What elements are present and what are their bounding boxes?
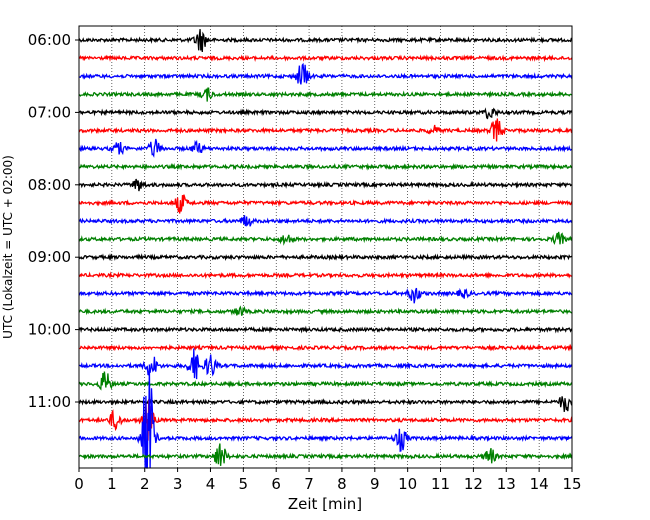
x-tick-label: 4 xyxy=(206,475,216,493)
seismic-trace xyxy=(78,62,573,85)
seismic-trace xyxy=(78,231,573,246)
seismic-trace xyxy=(78,399,573,441)
seismic-trace xyxy=(78,343,573,352)
x-tick-label: 6 xyxy=(271,475,281,493)
x-axis-label: Zeit [min] xyxy=(288,495,362,513)
seismic-trace xyxy=(78,443,573,466)
seismic-trace xyxy=(78,253,573,262)
seismic-trace xyxy=(78,162,573,171)
trace-lines xyxy=(78,29,573,469)
x-tick-label: 5 xyxy=(239,475,249,493)
seismic-trace xyxy=(78,215,573,227)
seismic-trace xyxy=(78,348,573,380)
seismic-trace xyxy=(78,87,573,102)
seismic-trace xyxy=(78,325,573,334)
seismic-trace xyxy=(78,107,573,120)
x-tick-label: 7 xyxy=(304,475,314,493)
seismic-trace xyxy=(79,305,573,316)
y-tick-label: 10:00 xyxy=(28,321,71,339)
x-tick-label: 8 xyxy=(337,475,347,493)
seismic-trace xyxy=(78,138,573,158)
y-axis-label: UTC (Lokalzeit = UTC + 02:00) xyxy=(1,155,15,339)
x-tick-label: 3 xyxy=(173,475,183,493)
x-tick-label: 13 xyxy=(497,475,516,493)
seismic-trace xyxy=(78,396,573,412)
seismic-trace xyxy=(78,364,573,469)
plot-frame xyxy=(78,25,573,469)
seismic-trace xyxy=(78,54,573,63)
x-tick-label: 1 xyxy=(107,475,117,493)
y-tick-label: 09:00 xyxy=(28,248,71,266)
seismic-trace xyxy=(78,118,573,142)
seismic-trace xyxy=(78,371,573,391)
y-tick-label: 07:00 xyxy=(28,103,71,121)
x-tick-label: 10 xyxy=(398,475,417,493)
seismic-trace xyxy=(78,194,573,214)
x-tick-label: 14 xyxy=(530,475,549,493)
x-tick-label: 2 xyxy=(140,475,150,493)
y-tick-label: 06:00 xyxy=(28,31,71,49)
x-tick-label: 9 xyxy=(370,475,380,493)
x-axis-ticks: 0 1 2 3 4 5 6 7 8 9 10 11 12 13 14 15 xyxy=(74,468,582,493)
x-tick-label: 11 xyxy=(431,475,450,493)
x-tick-label: 0 xyxy=(74,475,84,493)
y-tick-label: 11:00 xyxy=(28,393,71,411)
seismic-trace xyxy=(78,178,573,192)
y-axis-ticks: 06:00 07:00 08:00 09:00 10:00 11:00 xyxy=(28,31,79,411)
y-tick-label: 08:00 xyxy=(28,176,71,194)
seismic-trace xyxy=(78,271,573,280)
x-tick-label: 12 xyxy=(464,475,483,493)
seismic-trace xyxy=(78,287,573,304)
x-tick-label: 15 xyxy=(562,475,581,493)
seismic-trace xyxy=(78,29,572,53)
